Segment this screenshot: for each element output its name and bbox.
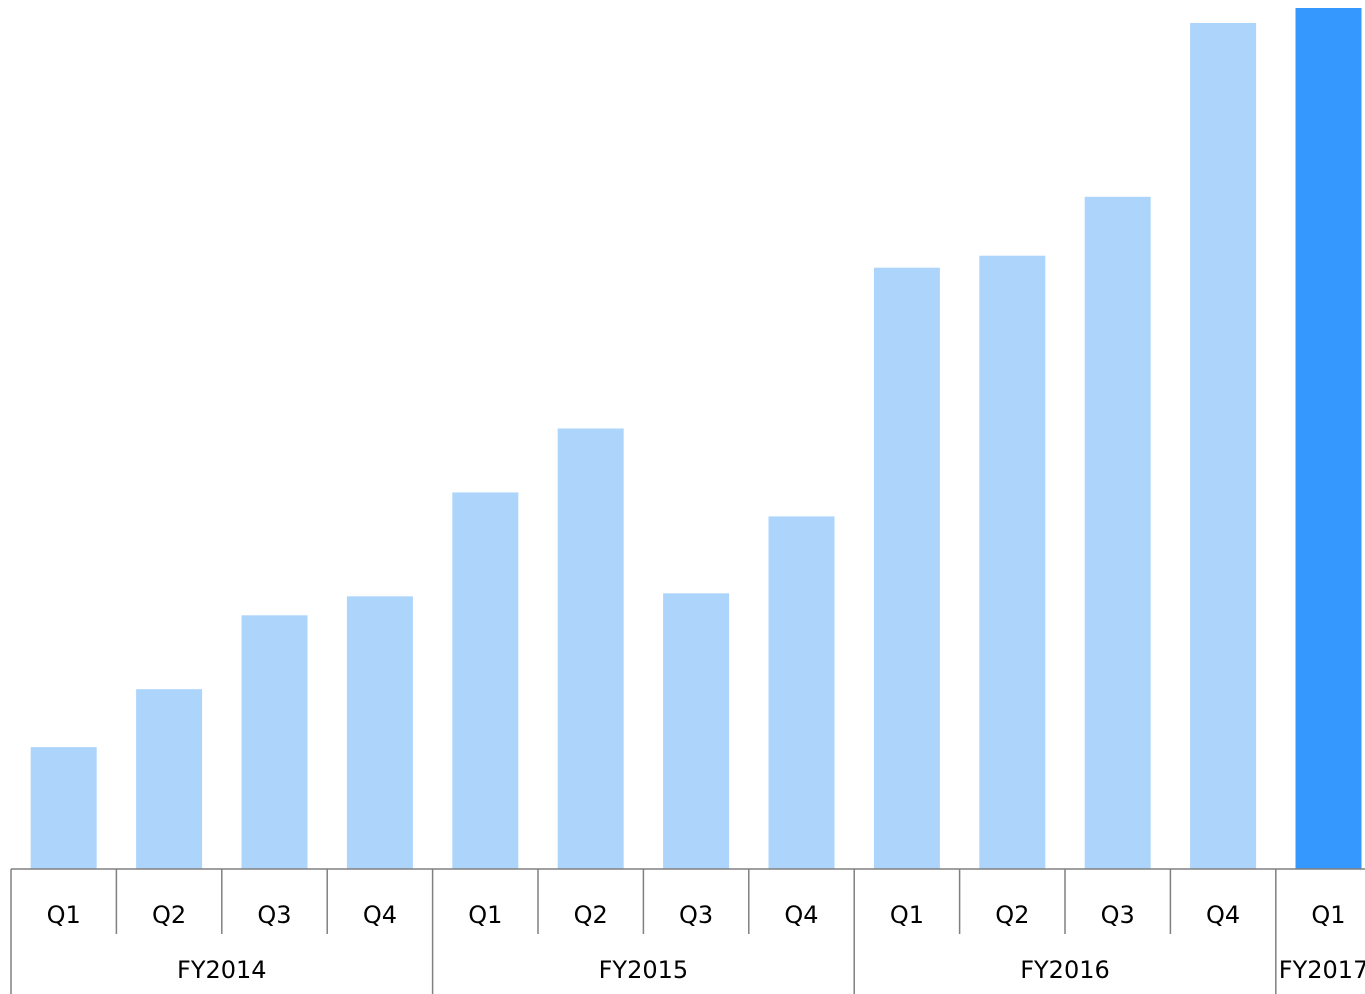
tick-label: Q4: [1206, 901, 1240, 929]
bar-2: [241, 615, 308, 869]
bar-10: [1084, 196, 1151, 870]
tick-label: Q3: [1101, 901, 1135, 929]
bar-12: [1295, 8, 1362, 869]
x-axis: [10, 868, 1365, 994]
tick-label: Q1: [1311, 901, 1345, 929]
tick-label: Q3: [257, 901, 291, 929]
tick-label: Q4: [784, 901, 818, 929]
bar-3: [346, 596, 413, 869]
tick-label: Q1: [468, 901, 502, 929]
bar-4: [452, 492, 519, 869]
tick-label: Q2: [995, 901, 1029, 929]
bar-0: [30, 747, 97, 869]
group-label: FY2017: [1279, 956, 1365, 984]
tick-label: Q2: [574, 901, 608, 929]
bars-layer: [30, 8, 1362, 870]
bar-1: [136, 689, 203, 869]
x-axis-labels: Q1 Q2 Q3 Q4 Q1 Q2 Q3 Q4 Q1 Q2 Q3 Q4 Q1 FY2014 FY2015 FY…: [47, 901, 1365, 984]
group-label: FY2015: [599, 956, 689, 984]
tick-label: Q1: [47, 901, 81, 929]
bar-9: [979, 255, 1046, 869]
tick-label: Q4: [363, 901, 397, 929]
group-label: FY2014: [177, 956, 267, 984]
bar-5: [557, 428, 624, 869]
bar-6: [663, 593, 730, 869]
bar-11: [1190, 23, 1257, 869]
bar-7: [768, 516, 835, 869]
tick-label: Q2: [152, 901, 186, 929]
tick-label: Q1: [890, 901, 924, 929]
group-label: FY2016: [1020, 956, 1110, 984]
tick-label: Q3: [679, 901, 713, 929]
bar-8: [873, 267, 940, 869]
